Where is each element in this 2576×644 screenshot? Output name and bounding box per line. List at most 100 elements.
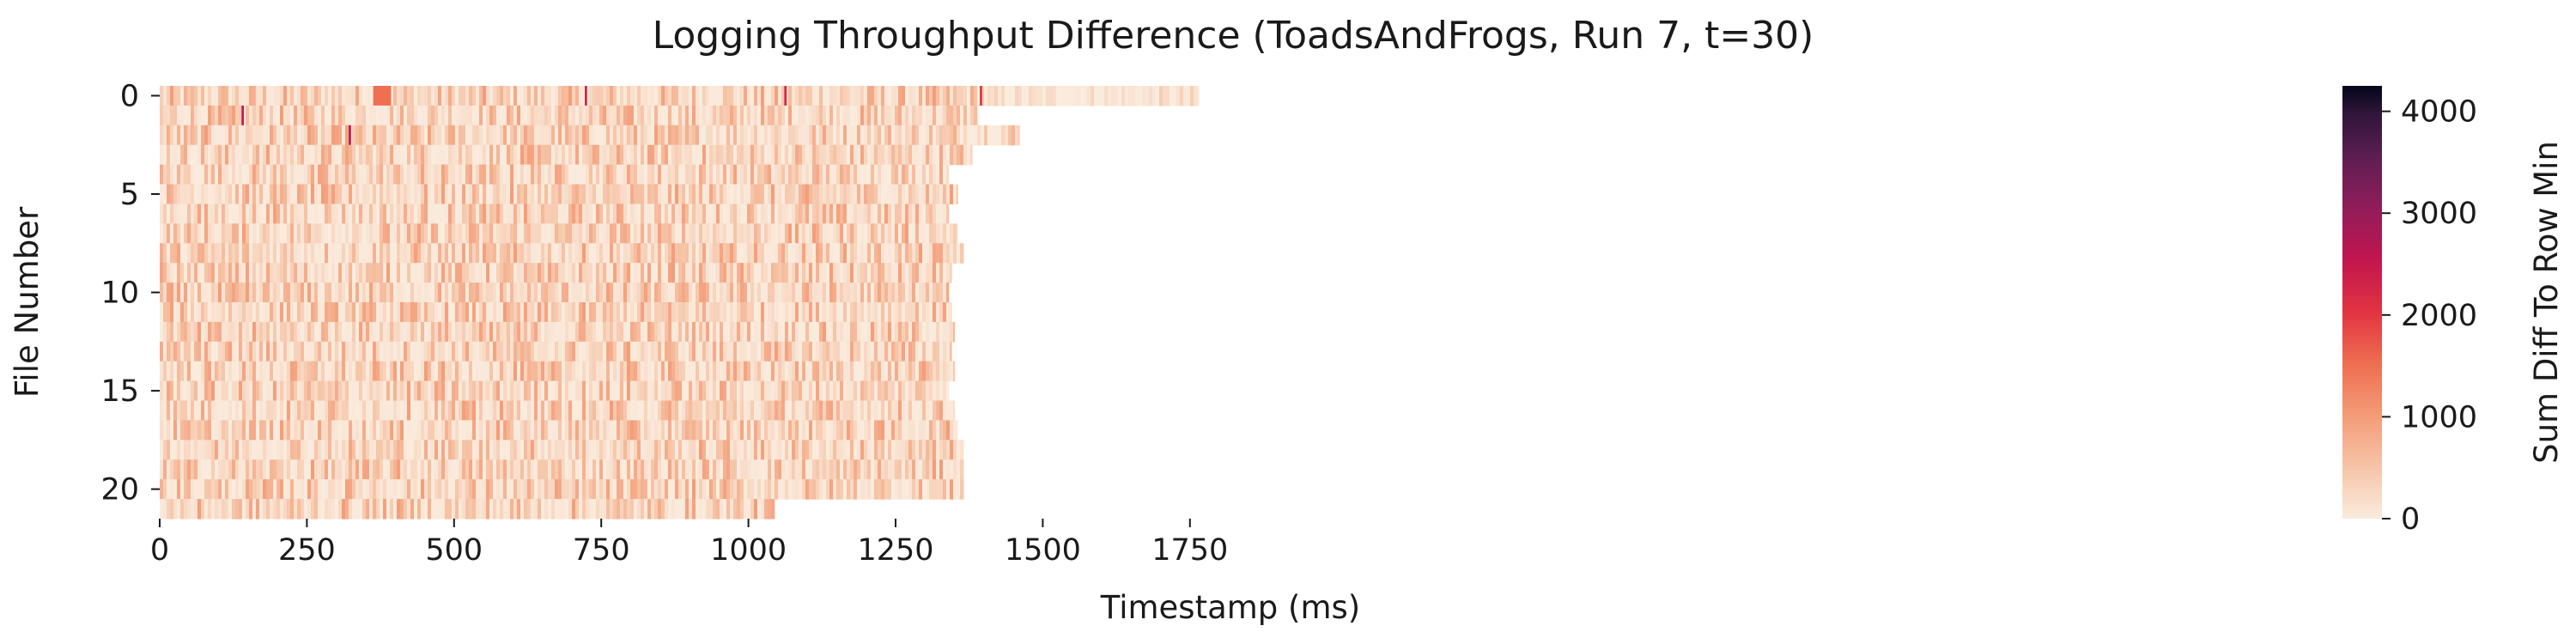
heatmap-cell [441, 440, 446, 460]
heatmap-cell [551, 400, 556, 422]
heatmap-cell [750, 243, 755, 264]
heatmap-cell [641, 479, 645, 500]
heatmap-cell [163, 105, 167, 126]
heatmap-cell [266, 440, 270, 460]
heatmap-cell [953, 361, 956, 382]
heatmap-cell [342, 184, 346, 205]
heatmap-cell [263, 164, 267, 185]
heatmap-cell [795, 321, 799, 343]
heatmap-cell [960, 86, 964, 106]
heatmap-cell [747, 243, 751, 264]
heatmap-cell [565, 341, 569, 362]
heatmap-cell [637, 380, 641, 402]
heatmap-cell [582, 302, 586, 323]
heatmap-cell [493, 341, 497, 362]
heatmap-cell [586, 125, 590, 146]
heatmap-cell [479, 400, 483, 422]
heatmap-cell [558, 243, 562, 264]
heatmap-cell [249, 321, 253, 343]
heatmap-cell [857, 361, 861, 382]
heatmap-cell [730, 420, 734, 440]
heatmap-cell [459, 361, 463, 382]
heatmap-cell [833, 86, 837, 106]
heatmap-cell [1018, 86, 1023, 106]
heatmap-cell [276, 283, 281, 303]
heatmap-cell [768, 164, 772, 185]
heatmap-cell [634, 164, 638, 185]
heatmap-cell [424, 164, 428, 185]
heatmap-cell [565, 184, 569, 205]
heatmap-cell [489, 420, 494, 440]
heatmap-cell [558, 125, 562, 146]
heatmap-cell [448, 283, 453, 303]
heatmap-cell [163, 361, 167, 382]
heatmap-cell [696, 164, 700, 185]
heatmap-cell [410, 341, 415, 362]
heatmap-cell [180, 243, 185, 264]
heatmap-cell [246, 184, 250, 205]
heatmap-cell [359, 341, 363, 362]
heatmap-cell [489, 184, 494, 205]
heatmap-cell [335, 164, 339, 185]
heatmap-cell [513, 263, 518, 283]
heatmap-cell [805, 479, 810, 500]
heatmap-cell [314, 380, 319, 402]
heatmap-cell [273, 164, 277, 185]
heatmap-cell [304, 144, 308, 166]
heatmap-cell [380, 223, 384, 244]
heatmap-cell [582, 420, 586, 440]
heatmap-cell [513, 164, 518, 185]
heatmap-cell [548, 125, 552, 146]
heatmap-cell [647, 223, 652, 244]
heatmap-cell [455, 184, 459, 205]
heatmap-cell [431, 164, 435, 185]
heatmap-cell [452, 400, 456, 422]
heatmap-cell [744, 223, 748, 244]
heatmap-cell [610, 361, 614, 382]
heatmap-cell [816, 440, 820, 460]
heatmap-cell [565, 86, 569, 106]
heatmap-cell [184, 204, 188, 224]
heatmap-cell [479, 144, 483, 166]
heatmap-cell [596, 125, 600, 146]
heatmap-cell [232, 420, 236, 440]
heatmap-cell [184, 400, 188, 422]
heatmap-cell [534, 223, 538, 244]
heatmap-cell [696, 321, 700, 343]
heatmap-cell [768, 125, 772, 146]
heatmap-cell [352, 302, 356, 323]
heatmap-cell [170, 144, 174, 166]
heatmap-cell [232, 400, 236, 422]
heatmap-cell [400, 380, 404, 402]
heatmap-cell [314, 86, 319, 106]
heatmap-cell [541, 459, 545, 480]
heatmap-cell [383, 302, 387, 323]
heatmap-cell [915, 380, 920, 402]
heatmap-cell [823, 243, 827, 264]
heatmap-cell [211, 459, 216, 480]
heatmap-cell [246, 321, 250, 343]
heatmap-cell [318, 164, 322, 185]
heatmap-cell [1108, 86, 1112, 106]
heatmap-cell [483, 420, 487, 440]
heatmap-cell [857, 459, 861, 480]
heatmap-cell [163, 223, 167, 244]
heatmap-cell [228, 479, 233, 500]
heatmap-cell [486, 184, 490, 205]
heatmap-cell [819, 479, 823, 500]
heatmap-cell [170, 223, 174, 244]
heatmap-cell [259, 380, 264, 402]
heatmap-cell [908, 164, 913, 185]
heatmap-cell [733, 223, 738, 244]
heatmap-cell [617, 302, 621, 323]
heatmap-cell [905, 420, 909, 440]
heatmap-cell [799, 361, 803, 382]
heatmap-cell [720, 204, 724, 224]
heatmap-cell [345, 144, 349, 166]
heatmap-cell [792, 420, 796, 440]
heatmap-cell [235, 380, 240, 402]
heatmap-cell [215, 184, 219, 205]
heatmap-cell [984, 125, 988, 146]
heatmap-cell [304, 400, 308, 422]
heatmap-cell [520, 420, 525, 440]
